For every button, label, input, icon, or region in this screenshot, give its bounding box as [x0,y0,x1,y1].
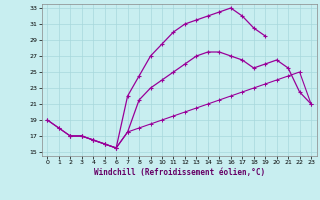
X-axis label: Windchill (Refroidissement éolien,°C): Windchill (Refroidissement éolien,°C) [94,168,265,177]
